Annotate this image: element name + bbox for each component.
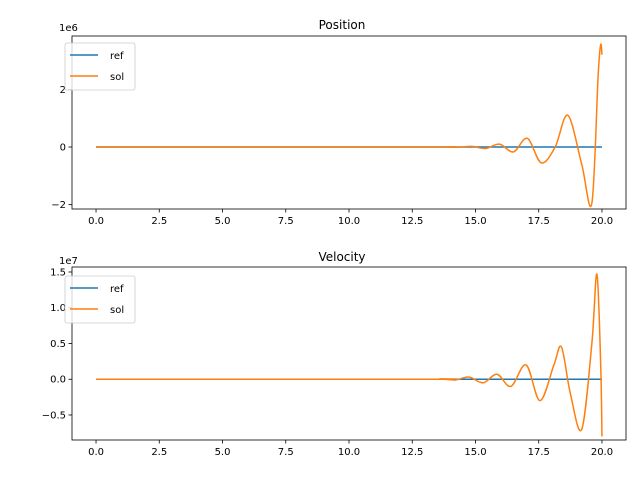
- velocity-chart: Velocity 1e7 0.0 2.5 5.0 7.5 10.0 12.5 15.0 17.…: [42, 250, 627, 458]
- position-legend-ref-label: ref: [110, 51, 124, 62]
- velocity-x-tick-label: 15.0: [464, 447, 486, 458]
- position-y-tick-label: −2: [51, 200, 66, 211]
- velocity-y-offset: 1e7: [59, 256, 78, 267]
- velocity-x-tick-label: 12.5: [401, 447, 423, 458]
- position-x-tick-label: 0.0: [88, 216, 104, 227]
- velocity-series-lines: [96, 273, 603, 437]
- position-title: Position: [319, 18, 366, 32]
- position-x-tick-label: 5.0: [215, 216, 231, 227]
- position-legend-box: [64, 42, 136, 91]
- position-x-tick-label: 7.5: [278, 216, 294, 227]
- velocity-x-tick-label: 17.5: [528, 447, 550, 458]
- position-x-tick-label: 17.5: [528, 216, 550, 227]
- position-legend-sol-label: sol: [110, 72, 124, 83]
- velocity-legend: ref sol: [64, 275, 136, 324]
- velocity-x-tick-label: 2.5: [151, 447, 167, 458]
- position-series-lines: [96, 43, 603, 208]
- position-chart: Position 1e6 0.0 2.5 5.0 7.5 10.0 12.5 15.0 17.…: [51, 18, 627, 227]
- position-x-ticks: 0.0 2.5 5.0 7.5 10.0 12.5 15.0 17.5 20.0: [88, 209, 613, 227]
- position-series-sol-line: [96, 43, 603, 208]
- position-x-tick-label: 10.0: [338, 216, 360, 227]
- velocity-legend-sol-label: sol: [110, 305, 124, 316]
- velocity-x-tick-label: 0.0: [88, 447, 104, 458]
- velocity-series-sol-line: [96, 273, 603, 437]
- velocity-title: Velocity: [318, 250, 365, 264]
- velocity-legend-ref-label: ref: [110, 284, 124, 295]
- position-y-tick-label: 2: [60, 85, 66, 96]
- velocity-y-tick-label: 0.0: [50, 375, 66, 386]
- position-x-tick-label: 2.5: [151, 216, 167, 227]
- velocity-y-tick-label: 1.5: [50, 268, 66, 279]
- velocity-x-ticks: 0.0 2.5 5.0 7.5 10.0 12.5 15.0 17.5 20.0: [88, 440, 613, 458]
- velocity-x-tick-label: 10.0: [338, 447, 360, 458]
- velocity-y-tick-label: 1.0: [50, 303, 66, 314]
- velocity-y-tick-label: −0.5: [42, 410, 66, 421]
- position-x-tick-label: 20.0: [591, 216, 613, 227]
- position-y-tick-label: 0: [60, 143, 66, 154]
- position-y-offset: 1e6: [59, 23, 78, 34]
- velocity-x-tick-label: 20.0: [591, 447, 613, 458]
- position-legend: ref sol: [64, 42, 136, 91]
- position-x-tick-label: 15.0: [464, 216, 486, 227]
- velocity-x-tick-label: 7.5: [278, 447, 294, 458]
- position-x-tick-label: 12.5: [401, 216, 423, 227]
- velocity-x-tick-label: 5.0: [215, 447, 231, 458]
- velocity-y-tick-label: 0.5: [50, 339, 66, 350]
- velocity-legend-box: [64, 275, 136, 324]
